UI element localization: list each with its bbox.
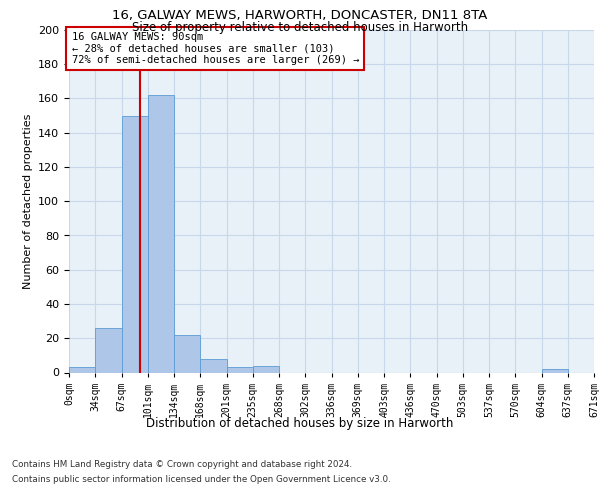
Text: Distribution of detached houses by size in Harworth: Distribution of detached houses by size … xyxy=(146,418,454,430)
Bar xyxy=(200,359,227,372)
Bar xyxy=(121,116,148,372)
Bar xyxy=(148,95,174,372)
Bar xyxy=(253,366,279,372)
Bar xyxy=(95,328,121,372)
Bar xyxy=(227,368,253,372)
Text: 16 GALWAY MEWS: 90sqm
← 28% of detached houses are smaller (103)
72% of semi-det: 16 GALWAY MEWS: 90sqm ← 28% of detached … xyxy=(71,32,359,65)
Bar xyxy=(69,368,95,372)
Text: Contains public sector information licensed under the Open Government Licence v3: Contains public sector information licen… xyxy=(12,475,391,484)
Y-axis label: Number of detached properties: Number of detached properties xyxy=(23,114,32,289)
Text: Contains HM Land Registry data © Crown copyright and database right 2024.: Contains HM Land Registry data © Crown c… xyxy=(12,460,352,469)
Bar xyxy=(174,335,200,372)
Bar xyxy=(542,369,568,372)
Text: Size of property relative to detached houses in Harworth: Size of property relative to detached ho… xyxy=(132,21,468,34)
Text: 16, GALWAY MEWS, HARWORTH, DONCASTER, DN11 8TA: 16, GALWAY MEWS, HARWORTH, DONCASTER, DN… xyxy=(112,9,488,22)
